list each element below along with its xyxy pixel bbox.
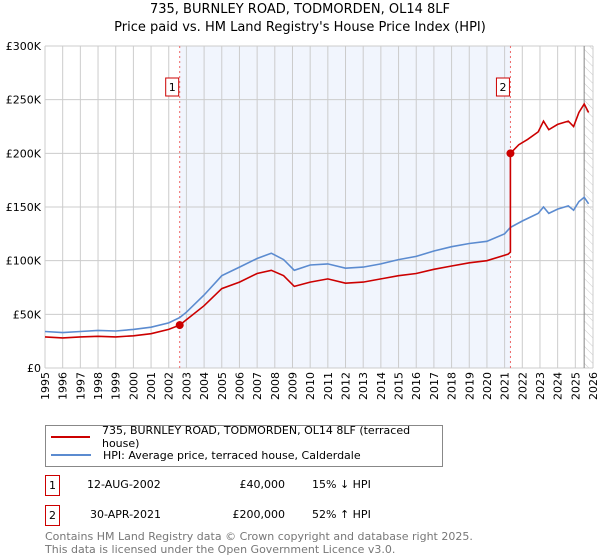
legend-item-property: 735, BURNLEY ROAD, TODMORDEN, OL14 8LF (…: [46, 424, 442, 450]
x-tick-label: 2023: [534, 372, 547, 400]
x-tick-label: 2010: [304, 372, 317, 400]
sale-point: [506, 149, 515, 158]
transaction-price: £40,000: [239, 478, 286, 491]
x-tick-label: 2003: [180, 372, 193, 400]
x-tick-label: 2006: [233, 372, 246, 400]
sale-point: [175, 321, 184, 330]
x-tick-label: 2002: [163, 372, 176, 400]
footer-line: Contains HM Land Registry data © Crown c…: [45, 530, 473, 543]
x-tick-label: 2005: [216, 372, 229, 400]
x-tick-label: 2014: [375, 372, 388, 400]
x-tick-label: 2021: [499, 372, 512, 400]
x-tick-label: 1997: [74, 372, 87, 400]
y-tick-label: £300K: [6, 40, 42, 53]
x-tick-label: 1995: [39, 372, 52, 400]
legend-label: 735, BURNLEY ROAD, TODMORDEN, OL14 8LF (…: [101, 424, 411, 450]
transaction-date: 30-APR-2021: [90, 508, 162, 521]
chart-subtitle: Price paid vs. HM Land Registry's House …: [114, 20, 486, 35]
x-tick-label: 2020: [481, 372, 494, 400]
x-tick-label: 2019: [463, 372, 476, 400]
annotation-badge: [495, 77, 510, 97]
x-tick-label: 2000: [127, 372, 140, 400]
y-tick-label: £50K: [13, 308, 42, 321]
transaction-row: 2 30-APR-2021 £200,000 52% ↑ HPI: [45, 505, 465, 526]
x-tick-label: 2001: [145, 372, 158, 400]
x-tick-label: 2018: [446, 372, 459, 400]
x-tick-label: 2015: [393, 372, 406, 400]
price-line: [44, 102, 590, 339]
transaction-price: £200,000: [232, 508, 286, 521]
x-tick-label: 2008: [269, 372, 282, 400]
chart-title: 735, BURNLEY ROAD, TODMORDEN, OL14 8LF: [149, 2, 451, 17]
x-tick-label: 2011: [322, 372, 335, 400]
y-tick-label: £0: [27, 362, 41, 375]
legend-label: HPI: Average price, terraced house, Cald…: [103, 448, 361, 462]
x-tick-label: 1998: [92, 372, 105, 400]
x-tick-label: 2016: [410, 372, 423, 400]
x-tick-label: 2022: [516, 372, 529, 400]
x-tick-label: 2024: [552, 372, 565, 400]
x-tick-label: 2004: [198, 372, 211, 400]
legend: 735, BURNLEY ROAD, TODMORDEN, OL14 8LF (…: [45, 424, 443, 467]
annotation-badge: [165, 77, 180, 97]
transaction-hpi: 52% ↑ HPI: [312, 508, 371, 521]
x-tick-label: 2017: [428, 372, 441, 400]
x-tick-label: 2013: [357, 372, 370, 400]
x-tick-label: 1996: [57, 372, 70, 400]
x-tick-label: 2012: [340, 372, 353, 400]
transaction-row: 1 12-AUG-2002 £40,000 15% ↓ HPI: [45, 475, 465, 496]
footer: Contains HM Land Registry data © Crown c…: [45, 530, 473, 556]
y-tick-label: £200K: [6, 147, 42, 160]
y-tick-label: £250K: [6, 94, 42, 107]
hpi-line: [44, 196, 590, 334]
annotation-label: 1: [169, 81, 176, 94]
x-tick-label: 2009: [286, 372, 299, 400]
x-tick-label: 1999: [110, 372, 123, 400]
transaction-date: 12-AUG-2002: [87, 478, 161, 491]
legend-item-hpi: HPI: Average price, terraced house, Cald…: [46, 447, 361, 463]
footer-line: This data is licensed under the Open Gov…: [45, 543, 396, 556]
chart-area: 1995 1996 1997 1998 1999 2000 2001 2002 2003 2004…: [6, 40, 600, 400]
transaction-badge: 2: [45, 505, 60, 526]
x-tick-label: 2026: [587, 372, 600, 400]
legend-swatch-red: [51, 436, 90, 438]
y-tick-label: £100K: [6, 255, 42, 268]
x-tick-label: 2007: [251, 372, 264, 400]
transaction-hpi: 15% ↓ HPI: [312, 478, 371, 491]
x-tick-label: 2025: [569, 372, 582, 400]
legend-swatch-blue: [51, 454, 91, 456]
y-tick-label: £150K: [6, 201, 42, 214]
transaction-badge: 1: [45, 475, 60, 496]
annotation-label: 2: [499, 81, 506, 94]
